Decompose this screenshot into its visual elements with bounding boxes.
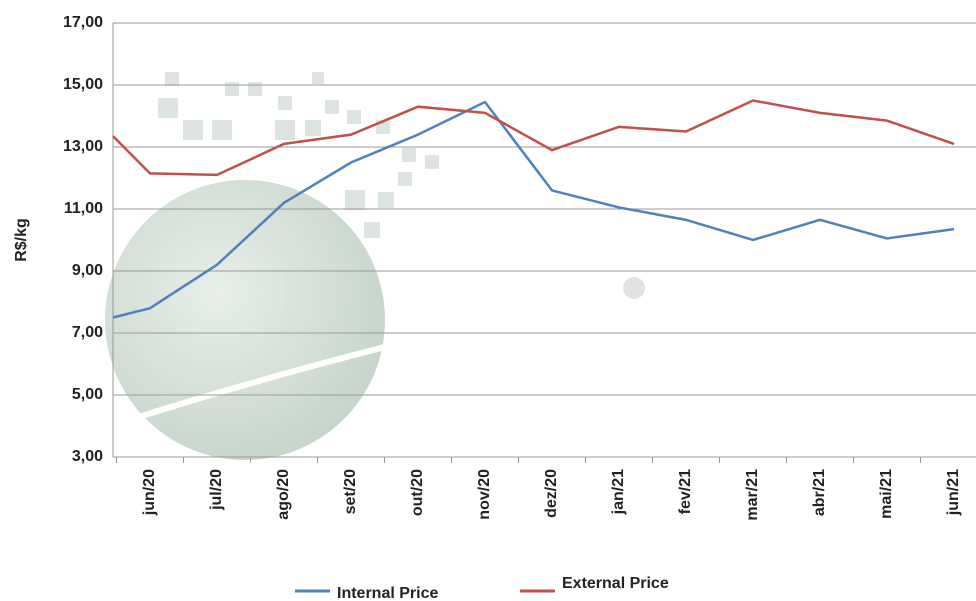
y-tick-label: 13,00 [63,138,103,155]
y-tick-label: 3,00 [72,448,103,465]
x-tick-label: dez/20 [543,469,560,518]
x-tick-label: abr/21 [811,469,828,516]
x-tick-label: ago/20 [275,469,292,520]
x-tick-label: mai/21 [878,469,895,519]
legend-label: External Price [562,575,669,592]
background-decoration [105,72,645,460]
x-tick-label: jun/21 [945,469,962,516]
x-tick-label: mar/21 [744,469,761,521]
x-tick-label: fev/21 [677,469,694,514]
x-tick-label: jul/20 [208,469,225,511]
series-line [112,99,955,177]
x-tick-label: jan/21 [610,469,627,515]
x-tick-label: set/20 [342,469,359,514]
y-tick-label: 7,00 [72,324,103,341]
y-axis-label: R$/kg [13,218,30,262]
x-tick-label: nov/20 [476,469,493,520]
y-tick-label: 11,00 [64,200,103,217]
x-tick-label: out/20 [409,469,426,516]
y-tick-label: 9,00 [72,262,103,279]
legend-label: Internal Price [337,585,438,601]
y-tick-label: 15,00 [63,76,103,93]
x-tick-label: jun/20 [141,469,158,516]
series-line [112,100,955,319]
y-tick-label: 5,00 [72,386,103,403]
y-tick-label: 17,00 [63,14,103,31]
